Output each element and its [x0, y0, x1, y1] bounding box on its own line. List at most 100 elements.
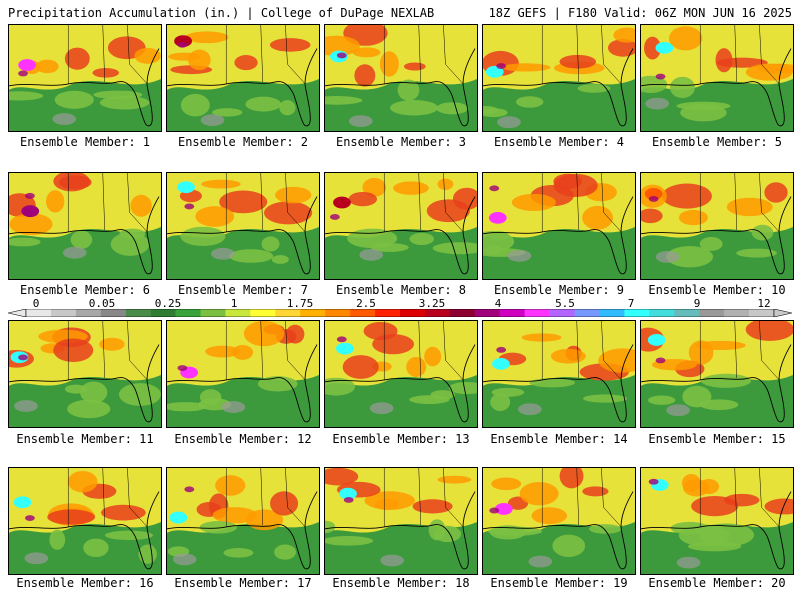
ensemble-member-label: Ensemble Member: 1 — [19, 135, 151, 149]
ensemble-map-17 — [166, 467, 320, 575]
colorbar-left-arrow — [8, 309, 27, 317]
map-canvas — [167, 468, 319, 574]
ensemble-member-label: Ensemble Member: 20 — [648, 576, 786, 590]
map-canvas — [641, 468, 793, 574]
colorbar-swatch — [200, 309, 226, 317]
map-canvas — [325, 173, 477, 279]
ensemble-member-label: Ensemble Member: 3 — [335, 135, 467, 149]
colorbar-tick-label: 7 — [627, 297, 635, 310]
ensemble-member-label: Ensemble Member: 19 — [490, 576, 628, 590]
ensemble-map-2 — [166, 24, 320, 132]
ensemble-map-4 — [482, 24, 636, 132]
colorbar-tick-label: 1 — [230, 297, 238, 310]
precip-colorbar — [8, 309, 792, 317]
ensemble-member-label: Ensemble Member: 15 — [648, 432, 786, 446]
ensemble-map-3 — [324, 24, 478, 132]
ensemble-member-label: Ensemble Member: 13 — [332, 432, 470, 446]
colorbar-swatch — [100, 309, 127, 317]
colorbar-tick-label: 3.25 — [418, 297, 446, 310]
ensemble-map-10 — [640, 172, 794, 280]
map-canvas — [167, 321, 319, 427]
colorbar-swatch — [424, 309, 451, 317]
ensemble-member-label: Ensemble Member: 4 — [493, 135, 625, 149]
colorbar-swatch — [26, 309, 52, 317]
colorbar-swatch — [574, 309, 600, 317]
map-canvas — [9, 173, 161, 279]
colorbar-swatch — [275, 309, 301, 317]
ensemble-map-14 — [482, 320, 636, 428]
map-canvas — [483, 321, 635, 427]
colorbar-swatch — [250, 309, 276, 317]
colorbar-swatch — [699, 309, 725, 317]
ensemble-member-label: Ensemble Member: 11 — [16, 432, 154, 446]
ensemble-member-label: Ensemble Member: 8 — [335, 283, 467, 297]
colorbar-swatch — [50, 309, 77, 317]
ensemble-map-13 — [324, 320, 478, 428]
colorbar-right-arrow — [773, 309, 792, 317]
ensemble-member-label: Ensemble Member: 16 — [16, 576, 154, 590]
colorbar-tick-label: 2.5 — [356, 297, 376, 310]
colorbar-tick-label: 12 — [757, 297, 771, 310]
map-canvas — [483, 468, 635, 574]
ensemble-map-5 — [640, 24, 794, 132]
run-info: 18Z GEFS | F180 Valid: 06Z MON JUN 16 20… — [488, 6, 792, 20]
colorbar-swatch — [449, 309, 476, 317]
colorbar-swatch — [300, 309, 326, 317]
ensemble-member-label: Ensemble Member: 6 — [19, 283, 151, 297]
colorbar-swatch — [674, 309, 700, 317]
ensemble-map-9 — [482, 172, 636, 280]
ensemble-member-label: Ensemble Member: 9 — [493, 283, 625, 297]
map-canvas — [325, 468, 477, 574]
ensemble-map-16 — [8, 467, 162, 575]
colorbar-swatch — [499, 309, 525, 317]
map-canvas — [483, 25, 635, 131]
map-canvas — [9, 468, 161, 574]
ensemble-map-19 — [482, 467, 636, 575]
colorbar-swatch — [150, 309, 176, 317]
ensemble-map-20 — [640, 467, 794, 575]
page-title: Precipitation Accumulation (in.) | Colle… — [8, 6, 435, 20]
ensemble-member-label: Ensemble Member: 12 — [174, 432, 312, 446]
colorbar-swatch — [624, 309, 650, 317]
colorbar-swatch — [599, 309, 625, 317]
ensemble-map-8 — [324, 172, 478, 280]
ensemble-member-label: Ensemble Member: 7 — [177, 283, 309, 297]
map-canvas — [9, 25, 161, 131]
map-canvas — [641, 321, 793, 427]
map-canvas — [641, 173, 793, 279]
ensemble-map-12 — [166, 320, 320, 428]
colorbar-swatch — [474, 309, 501, 317]
colorbar-swatch — [75, 309, 102, 317]
colorbar-swatch — [125, 309, 151, 317]
colorbar-swatch — [350, 309, 376, 317]
colorbar-tick-label: 0.25 — [154, 297, 182, 310]
colorbar-tick-label: 1.75 — [286, 297, 314, 310]
ensemble-map-18 — [324, 467, 478, 575]
colorbar-swatch — [225, 309, 251, 317]
ensemble-member-label: Ensemble Member: 18 — [332, 576, 470, 590]
colorbar-swatch — [724, 309, 750, 317]
colorbar-swatch — [175, 309, 201, 317]
map-canvas — [9, 321, 161, 427]
ensemble-member-label: Ensemble Member: 10 — [648, 283, 786, 297]
map-canvas — [483, 173, 635, 279]
colorbar-swatch — [325, 309, 351, 317]
colorbar-tick-label: 0.05 — [88, 297, 116, 310]
colorbar-swatch — [375, 309, 401, 317]
ensemble-member-label: Ensemble Member: 2 — [177, 135, 309, 149]
colorbar-swatch — [549, 309, 575, 317]
ensemble-member-label: Ensemble Member: 14 — [490, 432, 628, 446]
colorbar-tick-label: 4 — [494, 297, 502, 310]
ensemble-map-6 — [8, 172, 162, 280]
colorbar-tick-label: 0 — [32, 297, 40, 310]
ensemble-member-label: Ensemble Member: 17 — [174, 576, 312, 590]
ensemble-map-1 — [8, 24, 162, 132]
colorbar-tick-label: 5.5 — [555, 297, 575, 310]
map-canvas — [641, 25, 793, 131]
colorbar-swatch — [400, 309, 426, 317]
ensemble-member-label: Ensemble Member: 5 — [651, 135, 783, 149]
ensemble-map-15 — [640, 320, 794, 428]
map-canvas — [325, 25, 477, 131]
ensemble-map-11 — [8, 320, 162, 428]
ensemble-map-7 — [166, 172, 320, 280]
